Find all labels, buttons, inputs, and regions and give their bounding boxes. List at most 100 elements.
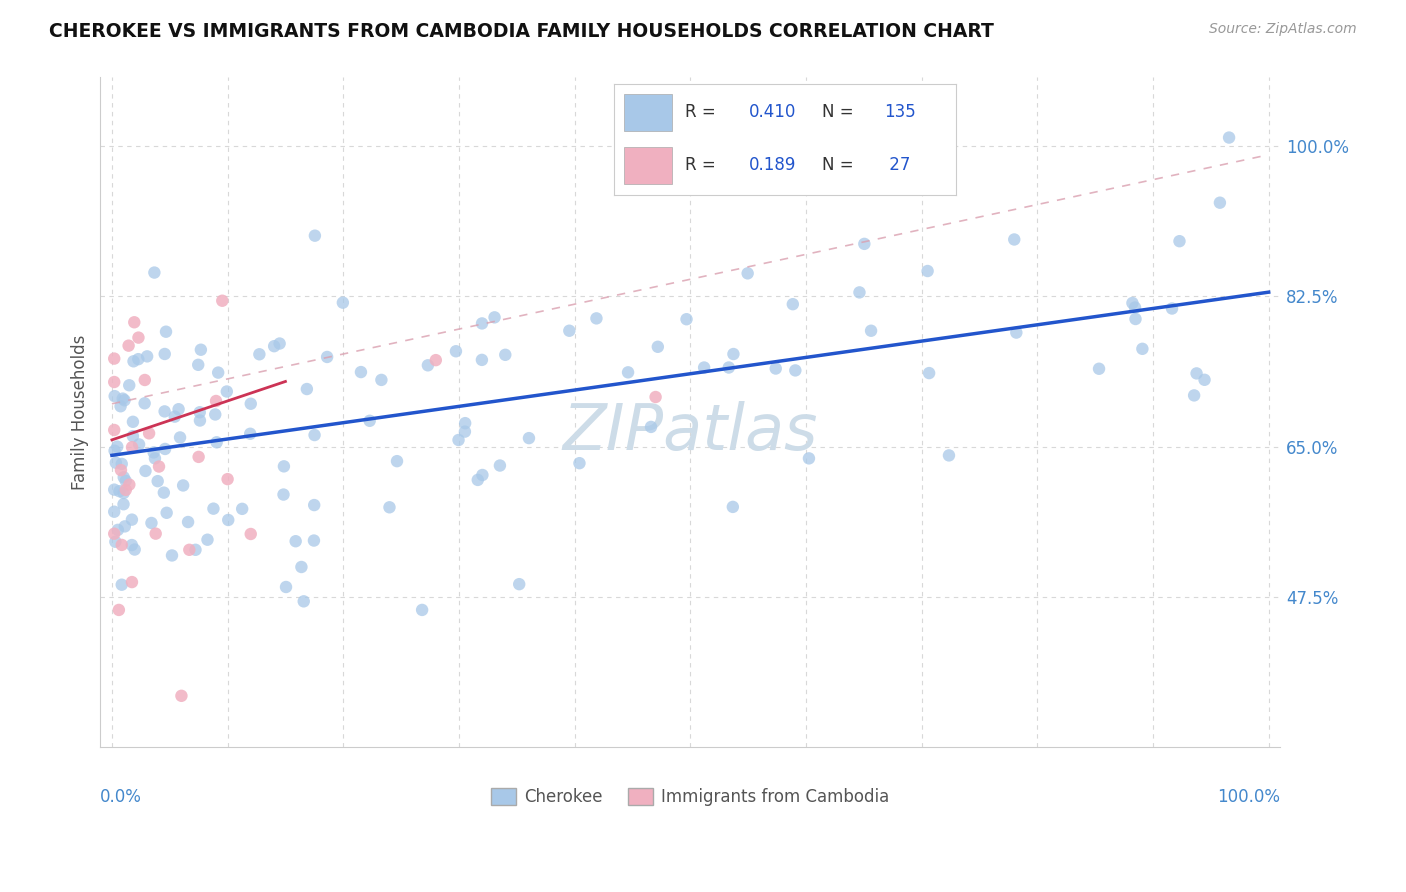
Point xyxy=(197,533,219,547)
Point xyxy=(484,310,506,325)
Point xyxy=(1185,367,1208,381)
Point xyxy=(917,264,939,278)
Point xyxy=(111,457,134,471)
Point xyxy=(103,526,125,541)
Point xyxy=(121,538,143,552)
Point xyxy=(155,325,177,339)
Point xyxy=(103,423,125,437)
Point xyxy=(146,474,169,488)
Point xyxy=(124,315,146,329)
Point xyxy=(103,505,125,519)
Point xyxy=(370,373,392,387)
Point xyxy=(785,363,807,377)
Text: ZIPatlas: ZIPatlas xyxy=(562,401,818,464)
Point xyxy=(134,373,156,387)
Point xyxy=(211,293,233,308)
Point xyxy=(107,523,129,537)
Point xyxy=(169,430,191,444)
Point xyxy=(1088,361,1111,376)
Point xyxy=(378,500,401,515)
Point xyxy=(170,689,193,703)
Point xyxy=(675,312,697,326)
Point xyxy=(111,538,134,552)
Point xyxy=(143,266,166,280)
Point xyxy=(103,483,125,497)
Point xyxy=(444,344,467,359)
Point xyxy=(153,485,176,500)
Point xyxy=(765,361,787,376)
Point xyxy=(108,603,131,617)
Point xyxy=(471,317,494,331)
Point xyxy=(136,350,159,364)
Point xyxy=(104,534,127,549)
Point xyxy=(112,497,135,511)
Point xyxy=(454,416,477,430)
Point xyxy=(184,542,207,557)
Point xyxy=(153,442,176,456)
Point xyxy=(860,324,883,338)
Point xyxy=(205,435,228,450)
Point xyxy=(160,549,183,563)
Point xyxy=(737,266,759,280)
Point xyxy=(202,501,225,516)
Point xyxy=(121,513,143,527)
Point xyxy=(142,445,165,459)
Point xyxy=(207,366,229,380)
Point xyxy=(644,390,666,404)
Point xyxy=(1218,130,1240,145)
Point xyxy=(110,399,132,413)
Point xyxy=(350,365,373,379)
Point xyxy=(103,351,125,366)
Point xyxy=(118,477,141,491)
Point xyxy=(359,414,381,428)
Point xyxy=(122,429,145,443)
Point xyxy=(114,483,136,497)
Point xyxy=(143,451,166,466)
Point xyxy=(292,594,315,608)
Point xyxy=(723,347,745,361)
Point xyxy=(104,443,127,458)
Point xyxy=(411,603,433,617)
Point xyxy=(138,426,160,441)
Point xyxy=(617,365,640,379)
Point xyxy=(205,394,228,409)
Text: Source: ZipAtlas.com: Source: ZipAtlas.com xyxy=(1209,22,1357,37)
Point xyxy=(188,405,211,419)
Point xyxy=(640,420,662,434)
Point xyxy=(1125,312,1147,326)
Point xyxy=(517,431,540,445)
Point xyxy=(797,451,820,466)
Point xyxy=(153,404,176,418)
Point xyxy=(187,450,209,464)
Point xyxy=(302,498,325,512)
Point xyxy=(104,456,127,470)
Point xyxy=(114,474,136,488)
Point xyxy=(471,468,494,483)
Point xyxy=(134,396,156,410)
Point xyxy=(190,343,212,357)
Point xyxy=(204,408,226,422)
Point xyxy=(585,311,607,326)
Point xyxy=(1168,234,1191,248)
Point xyxy=(127,352,149,367)
Y-axis label: Family Households: Family Households xyxy=(72,334,89,490)
Point xyxy=(217,513,239,527)
Point xyxy=(568,456,591,470)
Point xyxy=(316,350,339,364)
Point xyxy=(187,358,209,372)
Point xyxy=(1121,296,1143,310)
Point xyxy=(918,366,941,380)
Point xyxy=(416,359,439,373)
Point xyxy=(118,378,141,392)
Point xyxy=(782,297,804,311)
Point xyxy=(425,353,447,368)
Point xyxy=(302,533,325,548)
Point xyxy=(188,413,211,427)
Point xyxy=(105,440,128,454)
Point xyxy=(122,354,145,368)
Point xyxy=(304,228,326,243)
Point xyxy=(273,487,295,501)
Point xyxy=(172,478,194,492)
Point xyxy=(693,360,716,375)
Point xyxy=(1161,301,1184,316)
